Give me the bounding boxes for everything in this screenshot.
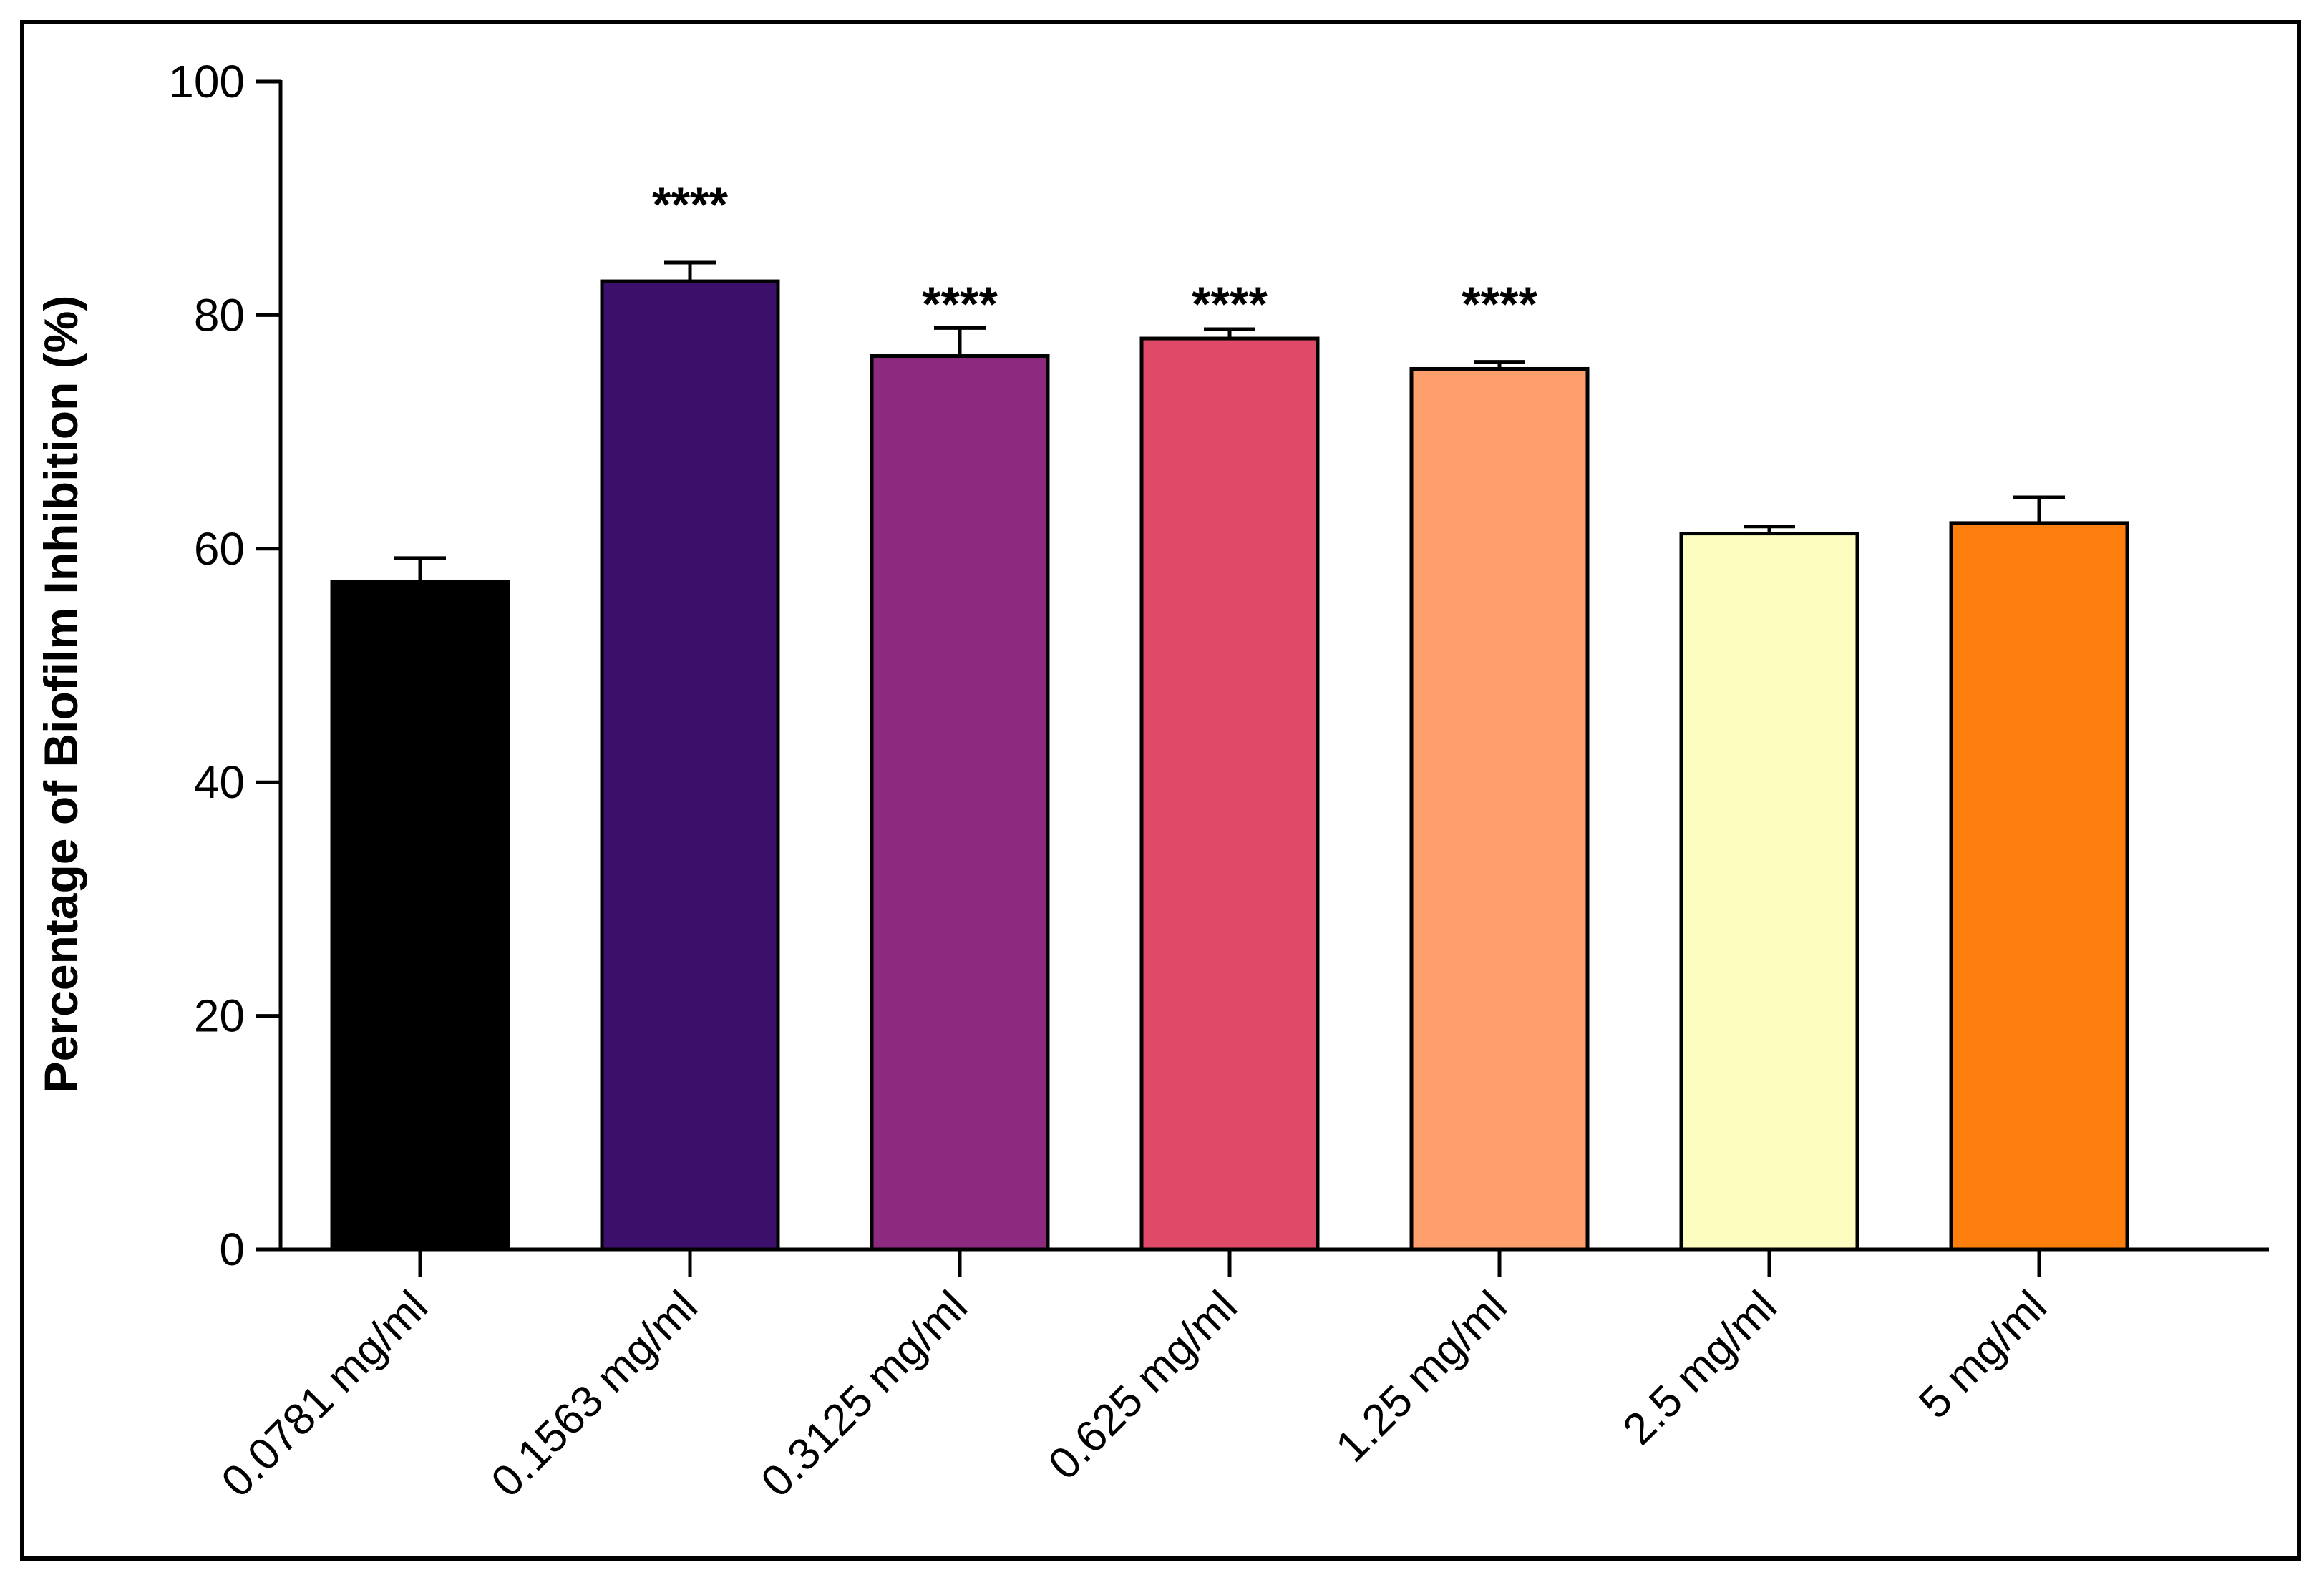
y-tick-label: 20 [194,990,245,1042]
y-tick-label: 40 [194,756,245,808]
bar [330,579,510,1252]
significance-label: **** [652,177,728,232]
bar [1139,336,1320,1252]
significance-label: **** [1462,277,1537,331]
bars-layer [330,279,2129,1252]
y-tick-label: 100 [168,56,245,107]
significance-label: **** [1192,277,1268,331]
y-ticks-layer: 0 20 40 60 80 100 [168,56,281,1275]
x-category-label: 0.625 mg/ml [1039,1282,1247,1489]
x-category-label: 1.25 mg/ml [1326,1282,1517,1472]
x-category-label: 0.0781 mg/ml [212,1282,437,1506]
x-category-label: 0.1563 mg/ml [482,1282,706,1506]
bar [600,279,780,1252]
y-tick-label: 80 [194,289,245,341]
bar [1949,521,2129,1252]
y-tick-label: 0 [219,1224,245,1275]
bar [1679,532,1859,1252]
significance-label: **** [922,277,998,331]
x-ticks-layer: 0.0781 mg/ml 0.1563 mg/ml 0.3125 mg/ml 0.62… [212,1249,2056,1507]
y-tick-label: 60 [194,523,245,575]
axes-layer [278,80,2269,1252]
bar [1409,366,1590,1252]
x-category-label: 5 mg/ml [1910,1282,2056,1428]
x-category-label: 2.5 mg/ml [1614,1282,1786,1454]
y-axis-title: Percentage of Biofilm Inhibition (%) [34,296,87,1093]
significance-layer: **** **** **** **** [652,177,1537,331]
x-category-label: 0.3125 mg/ml [752,1282,976,1506]
error-bars-layer [394,260,2065,582]
bar [870,354,1050,1252]
